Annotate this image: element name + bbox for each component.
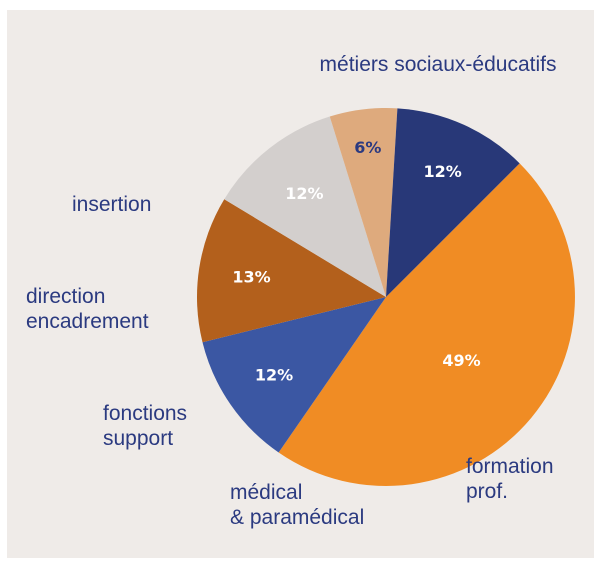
slice-category-label-line: encadrement (26, 310, 149, 333)
slice-percent-label: 13% (232, 268, 270, 287)
slice-category-label-line: métiers sociaux-éducatifs (320, 53, 557, 76)
slice-category-label-line: fonctions (103, 402, 187, 425)
slice-category-label-line: prof. (466, 480, 508, 503)
pie-slice (386, 108, 520, 297)
slice-category-label: fonctions support (103, 402, 187, 450)
pie-slice (196, 199, 386, 343)
slice-category-label: médical & paramédical (230, 481, 364, 529)
slice-percent-label: 12% (255, 365, 293, 384)
pie-slice (329, 107, 398, 297)
slice-category-label-line: & paramédical (230, 506, 364, 529)
slice-category-label-line: insertion (72, 193, 151, 216)
slice-category-label: direction encadrement (26, 285, 149, 333)
pie-slice (202, 297, 386, 453)
slice-percent-label: 49% (442, 351, 480, 370)
pie-slice (224, 116, 386, 297)
category-labels: métiers sociaux-éducatifs formation prof. m… (26, 53, 556, 529)
pie-slice (278, 163, 575, 486)
slice-percent-label: 12% (285, 184, 323, 203)
pie-slices (196, 107, 575, 486)
slice-percent-label: 12% (423, 162, 461, 181)
slice-category-label-line: formation (466, 455, 554, 478)
percent-labels: 49% 12% 13% 12% 6% 12% (232, 138, 480, 384)
slice-category-label: insertion (72, 193, 151, 216)
slice-category-label-line: direction (26, 285, 105, 308)
slice-percent-label: 6% (354, 138, 381, 157)
slice-category-label-line: support (103, 427, 173, 450)
slice-category-label-line: médical (230, 481, 302, 504)
slice-category-label: formation prof. (466, 455, 554, 503)
slice-category-label: métiers sociaux-éducatifs (320, 53, 557, 76)
